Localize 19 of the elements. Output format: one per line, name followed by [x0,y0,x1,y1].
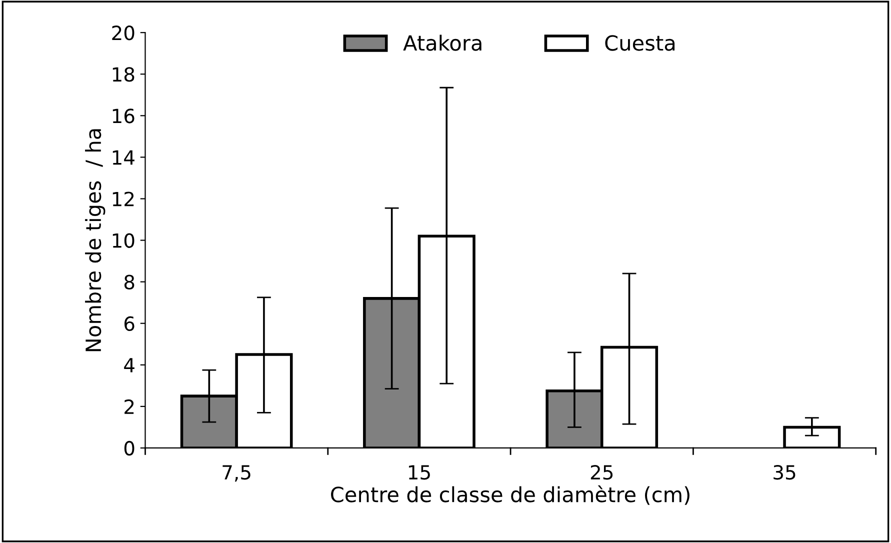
y-tick-label: 12 [112,192,134,206]
x-axis-title: Centre de classe de diamètre (cm) [331,485,690,505]
y-axis-title: Nombre de tiges / ha [85,129,106,352]
y-tick-label: 4 [124,358,134,372]
y-tick-label: 2 [124,399,134,414]
y-tick-label: 8 [124,274,134,290]
x-tick-label: 15 [408,465,430,480]
y-tick-label: 10 [112,233,134,248]
y-tick-label: 16 [112,108,134,124]
x-tick-label: 35 [774,464,796,480]
x-tick-label: 25 [590,464,613,480]
y-tick-label: 0 [124,440,134,456]
y-tick-label: 18 [112,67,134,82]
legend-label: Cuesta [605,35,675,51]
y-tick-label: 6 [124,316,134,332]
y-tick-label: 14 [112,150,134,165]
legend-label: Atakora [403,34,482,51]
y-tick-label: 20 [112,26,134,40]
x-tick-label: 7,5 [222,465,250,482]
